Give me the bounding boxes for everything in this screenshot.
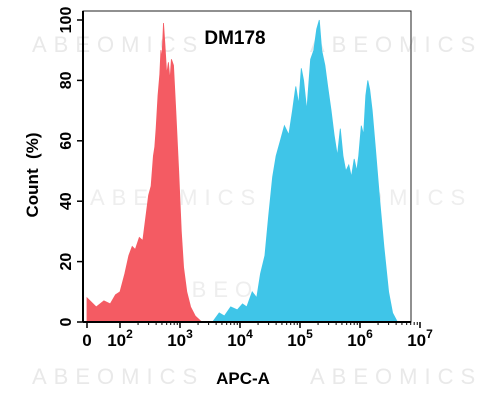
- histogram-series-2: [211, 19, 399, 323]
- x-tick-label: 106: [347, 327, 373, 350]
- y-axis-label: Count (%): [23, 133, 42, 218]
- y-tick-label: 100: [58, 7, 75, 34]
- x-tick-label: 102: [107, 327, 133, 350]
- x-axis-label: APC-A: [216, 369, 270, 388]
- x-tick-label: 104: [227, 327, 253, 350]
- watermark-bottom-left: ABEOMICS: [32, 364, 204, 389]
- y-tick-label: 60: [58, 132, 75, 150]
- watermark-top-right: ABEOMICS: [310, 32, 482, 57]
- watermark-bottom-right: ABEOMICS: [310, 364, 482, 389]
- y-tick-label: 40: [58, 192, 75, 210]
- x-tick-label: 107: [407, 327, 433, 350]
- y-tick-label: 0: [58, 317, 75, 326]
- histogram-series-1: [86, 22, 203, 323]
- x-tick-label: 103: [167, 327, 193, 350]
- y-ticks: 0 20 40 60 80 100: [58, 7, 83, 326]
- chart-title: DM178: [204, 28, 265, 49]
- watermark-top-left: ABEOMICS: [32, 32, 204, 57]
- y-tick-label: 80: [58, 71, 75, 89]
- x-tick-label: 0: [82, 331, 91, 350]
- series-layer: [86, 19, 399, 323]
- x-ticks: 0 102 103 104 105 106 107: [82, 322, 433, 350]
- y-tick-label: 20: [58, 253, 75, 271]
- x-tick-label: 105: [287, 327, 313, 350]
